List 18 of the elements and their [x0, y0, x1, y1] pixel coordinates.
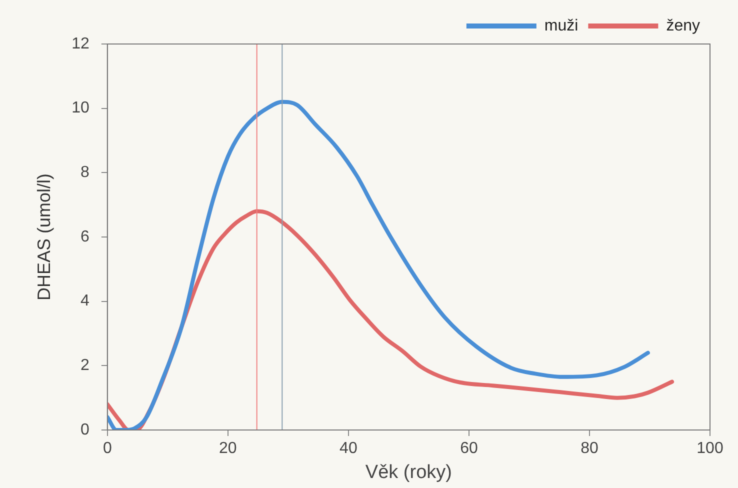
legend-label: ženy [666, 17, 700, 34]
y-tick-label: 8 [80, 164, 90, 182]
y-tick-label: 4 [80, 292, 90, 310]
x-tick-label: 20 [219, 440, 237, 458]
y-axis-title: DHEAS (umol/l) [34, 173, 54, 301]
x-axis-title: Věk (roky) [365, 462, 452, 483]
x-tick-label: 80 [580, 440, 598, 458]
y-tick-label: 6 [80, 228, 90, 246]
x-tick-label: 100 [696, 440, 724, 458]
x-tick-label: 40 [340, 440, 358, 458]
y-tick-label: 0 [80, 421, 90, 438]
y-tick-label: 12 [72, 35, 90, 52]
y-tick-label: 2 [80, 357, 90, 374]
y-tick-label: 10 [72, 100, 90, 117]
line-series [107, 100, 650, 430]
legend-label: muži [544, 17, 578, 34]
x-tick-label: 0 [102, 440, 112, 458]
x-tick-label: 60 [460, 440, 478, 458]
